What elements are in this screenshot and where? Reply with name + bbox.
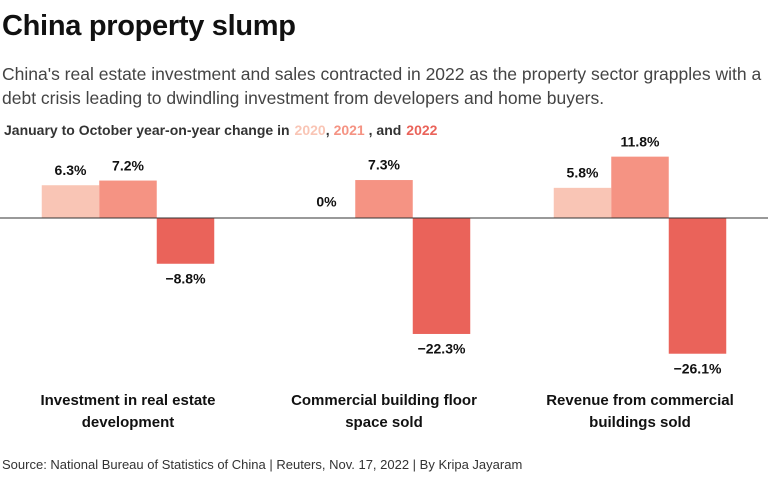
legend-text: January to October year-on-year change i… xyxy=(4,122,290,138)
category-label: Revenue from commercial buildings sold xyxy=(546,392,734,431)
value-label: 7.2% xyxy=(112,157,144,173)
legend-joiner: , xyxy=(326,122,330,138)
value-label: 6.3% xyxy=(55,162,87,178)
value-label: 11.8% xyxy=(621,133,660,149)
legend-entry: 2020 xyxy=(295,122,326,138)
value-label: 0% xyxy=(316,194,337,210)
bar xyxy=(99,180,157,218)
chart-title: China property slump xyxy=(2,10,296,42)
value-label: −26.1% xyxy=(674,360,722,376)
bar xyxy=(41,185,100,218)
bar xyxy=(412,218,471,334)
legend-entry: 2021 xyxy=(334,122,365,138)
legend: January to October year-on-year change i… xyxy=(4,122,438,138)
bar xyxy=(156,218,215,264)
bar xyxy=(668,218,727,354)
source: Source: National Bureau of Statistics of… xyxy=(2,457,523,472)
legend-joiner: , and xyxy=(365,122,402,138)
value-label: −8.8% xyxy=(165,270,206,286)
bar xyxy=(611,156,669,218)
legend-entry: 2022 xyxy=(406,122,437,138)
value-label: −22.3% xyxy=(418,341,466,357)
chart-subtitle: China's real estate investment and sales… xyxy=(2,64,762,108)
bar xyxy=(553,187,612,218)
value-label: 5.8% xyxy=(567,165,599,181)
category-label: Investment in real estate development xyxy=(40,392,216,431)
category-label: Commercial building floor space sold xyxy=(291,392,477,431)
bar xyxy=(355,180,413,218)
value-label: 7.3% xyxy=(368,157,400,173)
